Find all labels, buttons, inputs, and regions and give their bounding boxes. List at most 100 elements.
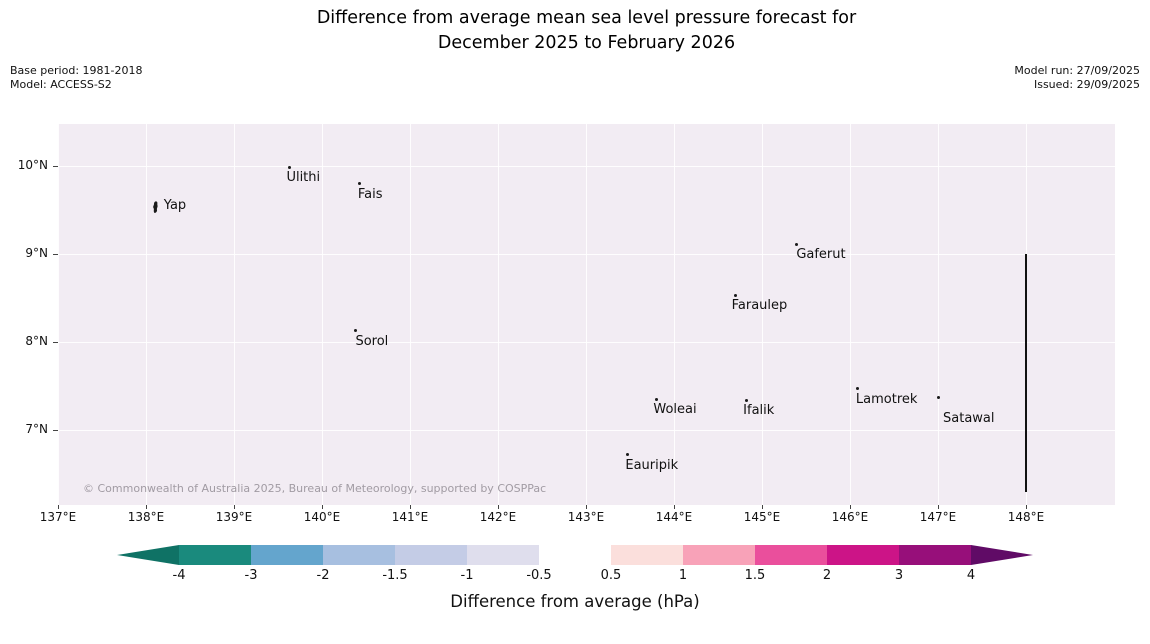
copyright-text: © Commonwealth of Australia 2025, Bureau… (83, 482, 547, 495)
gridline-vertical (850, 124, 851, 505)
gridline-vertical (146, 124, 147, 505)
island-marker-dot (358, 182, 362, 186)
y-axis-tick (53, 430, 58, 431)
y-axis-tick (53, 166, 58, 167)
x-axis-tick (322, 505, 323, 509)
colorbar-axis-label: Difference from average (hPa) (450, 592, 700, 611)
x-axis-tick (410, 505, 411, 509)
island-label: Fais (357, 186, 383, 202)
x-axis-tick (234, 505, 235, 509)
x-axis-tick-label: 142°E (479, 510, 517, 524)
chart-title: Difference from average mean sea level p… (58, 6, 1115, 56)
island-marker-dot (287, 166, 291, 170)
gridline-vertical (234, 124, 235, 505)
x-axis-tick-label: 137°E (39, 510, 77, 524)
island-label: Lamotrek (855, 391, 918, 407)
gridline-vertical (410, 124, 411, 505)
colorbar-tick-label: 2 (822, 568, 832, 583)
y-axis-tick-label: 10°N (17, 158, 48, 172)
colorbar-tick-label: 1.5 (744, 568, 766, 583)
map-boundary-line (1025, 254, 1027, 492)
island-label: Ulithi (286, 169, 321, 185)
island-marker-dot (353, 329, 357, 333)
x-axis-tick-label: 147°E (919, 510, 957, 524)
colorbar-tick-label: 1 (678, 568, 688, 583)
x-axis-tick-label: 138°E (127, 510, 165, 524)
x-axis-tick (1026, 505, 1027, 509)
map-plot-area: © Commonwealth of Australia 2025, Bureau… (58, 124, 1115, 505)
colorbar-segment (395, 545, 467, 565)
colorbar-segment (467, 545, 539, 565)
colorbar-segment (827, 545, 899, 565)
colorbar-segment (755, 545, 827, 565)
issued-text: Issued: 29/09/2025 (1033, 77, 1140, 91)
run-metadata-left: Base period: 1981-2018 Model: ACCESS-S2 (10, 64, 142, 91)
gridline-vertical (58, 124, 59, 505)
y-axis-tick-label: 8°N (25, 334, 48, 348)
island-marker-dot (734, 293, 738, 297)
colorbar-tick-label: -4 (172, 568, 186, 583)
gridline-vertical (938, 124, 939, 505)
x-axis-tick (762, 505, 763, 509)
gridline-horizontal (58, 342, 1115, 343)
model-text: Model: ACCESS-S2 (10, 77, 112, 91)
gridline-vertical (586, 124, 587, 505)
colorbar-segment (323, 545, 395, 565)
x-axis-tick-label: 141°E (391, 510, 429, 524)
island-label: Gaferut (796, 247, 846, 263)
gridline-vertical (322, 124, 323, 505)
gridline-horizontal (58, 166, 1115, 167)
colorbar-tick-label: 3 (894, 568, 904, 583)
x-axis-tick-label: 143°E (567, 510, 605, 524)
x-axis-tick-label: 146°E (831, 510, 869, 524)
run-metadata-right: Model run: 27/09/2025 Issued: 29/09/2025 (1014, 64, 1140, 91)
y-axis-tick-label: 7°N (25, 422, 48, 436)
gridline-vertical (762, 124, 763, 505)
island-marker-dot (856, 387, 860, 391)
chart-title-line1: Difference from average mean sea level p… (316, 8, 857, 28)
colorbar-tick-label: -3 (244, 568, 258, 583)
x-axis-tick (674, 505, 675, 509)
chart-title-line2: December 2025 to February 2026 (437, 33, 736, 53)
island-marker-dot (744, 398, 748, 402)
colorbar-segment (539, 545, 611, 565)
x-axis-tick-label: 148°E (1007, 510, 1045, 524)
x-axis-tick (146, 505, 147, 509)
colorbar-left-arrow (117, 545, 179, 565)
island-label: Yap (163, 198, 187, 214)
x-axis-tick (498, 505, 499, 509)
x-axis-tick (938, 505, 939, 509)
gridline-vertical (498, 124, 499, 505)
island-marker-dot (936, 395, 940, 399)
x-axis-tick-label: 144°E (655, 510, 693, 524)
x-axis-tick (58, 505, 59, 509)
colorbar-segment (683, 545, 755, 565)
x-axis-tick-label: 140°E (303, 510, 341, 524)
island-marker-dot (654, 397, 658, 401)
x-axis-tick-label: 139°E (215, 510, 253, 524)
y-axis-tick-label: 9°N (25, 246, 48, 260)
colorbar-segment (611, 545, 683, 565)
island-label: Eauripik (625, 457, 679, 473)
island-label: Faraulep (731, 298, 788, 314)
island-label: Woleai (653, 402, 697, 418)
gridline-horizontal (58, 430, 1115, 431)
x-axis-tick (586, 505, 587, 509)
yap-island-outline-icon (150, 200, 161, 214)
x-axis-tick (850, 505, 851, 509)
colorbar-tick-label: 4 (966, 568, 976, 583)
island-label: Satawal (943, 411, 995, 427)
colorbar-segment (251, 545, 323, 565)
colorbar-tick-label: -2 (316, 568, 330, 583)
colorbar-segment (179, 545, 251, 565)
island-marker-dot (625, 453, 629, 457)
island-label: Sorol (355, 333, 389, 349)
gridline-horizontal (58, 254, 1115, 255)
colorbar-tick-label: -0.5 (526, 568, 552, 583)
gridline-vertical (674, 124, 675, 505)
colorbar-segment (899, 545, 971, 565)
y-axis-tick (53, 342, 58, 343)
x-axis-tick-label: 145°E (743, 510, 781, 524)
colorbar (117, 545, 1034, 565)
colorbar-tick-label: -1 (460, 568, 474, 583)
